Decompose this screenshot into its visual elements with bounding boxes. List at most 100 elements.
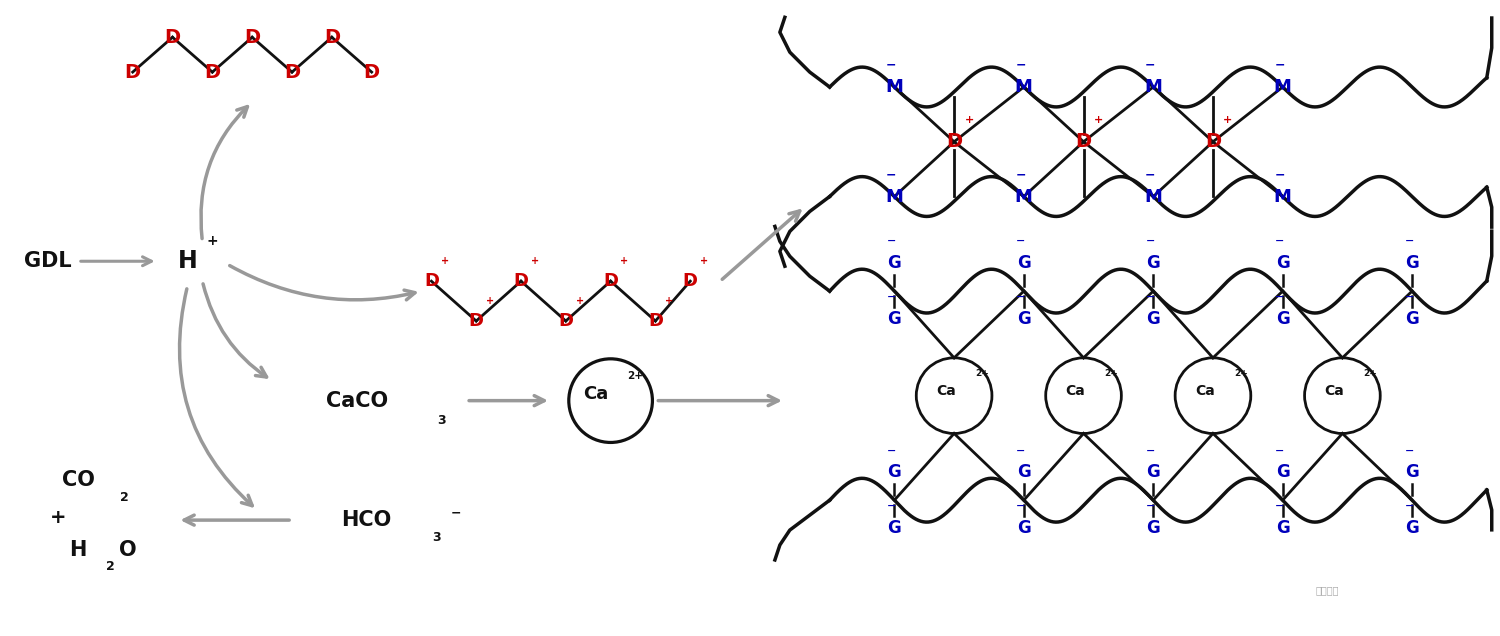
Text: H: H (177, 249, 198, 273)
Text: G: G (1017, 310, 1031, 328)
Text: +: + (621, 256, 628, 266)
Text: −: − (1275, 59, 1286, 72)
Text: −: − (886, 59, 897, 72)
Text: −: − (1146, 445, 1155, 455)
Text: G: G (1276, 519, 1290, 537)
Text: Ca: Ca (584, 385, 609, 403)
Text: G: G (1276, 463, 1290, 481)
Text: G: G (888, 254, 902, 272)
Text: +: + (964, 115, 974, 125)
Text: −: − (1404, 445, 1414, 455)
Text: +: + (207, 234, 218, 248)
Text: HCO: HCO (342, 510, 392, 530)
Text: +: + (486, 296, 494, 306)
Text: H: H (69, 540, 87, 560)
Text: +: + (1094, 115, 1102, 125)
Text: 2+: 2+ (1364, 370, 1377, 378)
Text: G: G (1146, 463, 1160, 481)
Text: D: D (1076, 132, 1092, 151)
Text: D: D (284, 62, 300, 81)
Text: CaCO: CaCO (326, 391, 388, 411)
Text: G: G (1017, 519, 1031, 537)
Text: M: M (1144, 188, 1162, 205)
Text: −: − (1146, 237, 1155, 246)
Text: D: D (682, 272, 698, 290)
Text: −: − (1016, 237, 1026, 246)
Text: −: − (1146, 501, 1155, 511)
Text: −: − (1016, 445, 1026, 455)
Text: 2+: 2+ (975, 370, 988, 378)
Text: −: − (1144, 168, 1155, 181)
Text: D: D (204, 62, 220, 81)
Text: +: + (576, 296, 584, 306)
Text: +: + (666, 296, 674, 306)
Text: D: D (603, 272, 618, 290)
Text: 2+: 2+ (1234, 370, 1248, 378)
Text: −: − (1275, 292, 1284, 302)
Text: 2: 2 (120, 491, 129, 504)
Text: −: − (452, 507, 462, 520)
Text: D: D (424, 272, 439, 290)
Text: G: G (1276, 254, 1290, 272)
Text: G: G (888, 310, 902, 328)
Text: −: − (1016, 59, 1026, 72)
Text: −: − (1404, 501, 1414, 511)
Text: 3: 3 (432, 530, 441, 544)
Text: G: G (1406, 463, 1419, 481)
Text: +: + (700, 256, 708, 266)
Text: M: M (1016, 188, 1032, 205)
Text: M: M (1274, 188, 1292, 205)
Text: CO: CO (62, 470, 94, 490)
Text: +: + (50, 508, 66, 527)
Text: −: − (1146, 292, 1155, 302)
Text: G: G (1276, 310, 1290, 328)
Text: −: − (886, 237, 896, 246)
Text: −: − (1016, 168, 1026, 181)
Text: G: G (888, 519, 902, 537)
Text: D: D (324, 28, 340, 46)
Text: G: G (888, 463, 902, 481)
Text: D: D (244, 28, 260, 46)
Text: −: − (886, 292, 896, 302)
Text: D: D (648, 312, 663, 330)
Text: D: D (165, 28, 180, 46)
Text: +: + (1224, 115, 1233, 125)
Text: G: G (1017, 254, 1031, 272)
Text: M: M (885, 78, 903, 96)
Text: GDL: GDL (24, 251, 72, 271)
Text: M: M (1144, 78, 1162, 96)
Text: −: − (1404, 292, 1414, 302)
Text: Ca: Ca (1324, 384, 1344, 398)
Text: G: G (1146, 519, 1160, 537)
Text: −: − (1275, 237, 1284, 246)
Text: −: − (886, 168, 897, 181)
Text: +: + (441, 256, 450, 266)
Text: M: M (1016, 78, 1032, 96)
Text: G: G (1146, 310, 1160, 328)
Text: Ca: Ca (1196, 384, 1215, 398)
Text: D: D (468, 312, 483, 330)
Text: 2+: 2+ (1104, 370, 1119, 378)
Text: D: D (513, 272, 528, 290)
Text: −: − (1016, 501, 1026, 511)
Text: −: − (886, 501, 896, 511)
Text: −: − (1275, 445, 1284, 455)
Text: O: O (118, 540, 136, 560)
Text: D: D (124, 62, 141, 81)
Text: D: D (946, 132, 962, 151)
Text: D: D (558, 312, 573, 330)
Text: Ca: Ca (936, 384, 956, 398)
Text: −: − (886, 445, 896, 455)
Text: G: G (1406, 519, 1419, 537)
Text: M: M (1274, 78, 1292, 96)
Text: D: D (1204, 132, 1221, 151)
Text: 器官芯片: 器官芯片 (1316, 585, 1340, 595)
Text: Ca: Ca (1065, 384, 1086, 398)
Text: +: + (531, 256, 538, 266)
Text: 3: 3 (436, 414, 445, 427)
Text: −: − (1275, 501, 1284, 511)
Text: G: G (1017, 463, 1031, 481)
Text: G: G (1406, 254, 1419, 272)
Text: 2: 2 (106, 560, 116, 574)
Text: M: M (885, 188, 903, 205)
